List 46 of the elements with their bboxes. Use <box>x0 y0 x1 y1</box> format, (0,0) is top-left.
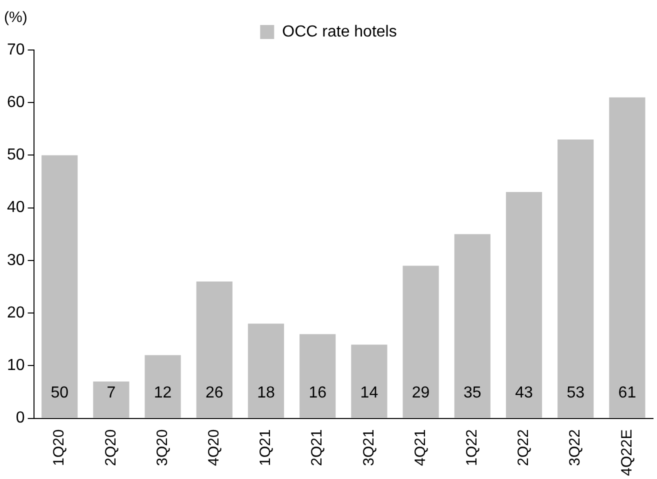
data-label: 12 <box>154 384 172 402</box>
bar <box>351 344 388 418</box>
y-tick-label: 70 <box>7 41 25 58</box>
bar <box>42 155 78 418</box>
data-label: 35 <box>464 384 482 402</box>
data-label: 61 <box>618 384 636 402</box>
x-tick-label: 1Q20 <box>50 429 68 466</box>
x-tick-label: 2Q21 <box>308 429 326 466</box>
x-tick-label: 1Q22 <box>464 429 481 466</box>
bar <box>402 266 439 418</box>
y-tick-label: 30 <box>7 252 25 269</box>
y-tick-label: 10 <box>7 357 25 374</box>
x-tick-label: 2Q22 <box>515 429 532 466</box>
data-label: 16 <box>308 384 327 402</box>
bar <box>454 234 490 418</box>
legend-label: OCC rate hotels <box>282 23 397 40</box>
x-tick-label: 1Q21 <box>257 429 274 466</box>
y-tick-label: 40 <box>7 199 25 216</box>
data-label: 26 <box>206 384 224 402</box>
x-tick-label: 3Q20 <box>154 429 171 466</box>
bar <box>93 381 130 418</box>
x-tick-label: 4Q20 <box>206 429 223 466</box>
bar <box>248 324 284 418</box>
x-tick-label: 3Q21 <box>360 429 378 466</box>
data-label: 14 <box>360 384 378 402</box>
bar <box>558 139 594 418</box>
bar <box>144 355 181 418</box>
data-label: 43 <box>515 384 533 402</box>
bar <box>196 282 232 418</box>
y-tick-label: 0 <box>16 410 25 427</box>
y-axis-title: (%) <box>4 9 28 26</box>
x-tick-label: 4Q22E <box>618 429 636 476</box>
data-label: 50 <box>50 384 69 402</box>
x-tick-label: 3Q22 <box>566 429 584 466</box>
data-label: 7 <box>106 384 116 402</box>
y-tick-label: 60 <box>7 94 25 112</box>
x-tick-label: 2Q20 <box>102 429 120 466</box>
data-label: 18 <box>257 384 275 402</box>
y-tick-label: 50 <box>7 146 25 164</box>
y-tick-label: 20 <box>7 304 25 322</box>
bar <box>300 334 336 418</box>
x-tick-label: 4Q21 <box>412 429 429 466</box>
bar <box>506 192 542 418</box>
data-label: 53 <box>566 384 585 402</box>
data-label: 29 <box>412 384 430 402</box>
bar <box>609 97 646 418</box>
